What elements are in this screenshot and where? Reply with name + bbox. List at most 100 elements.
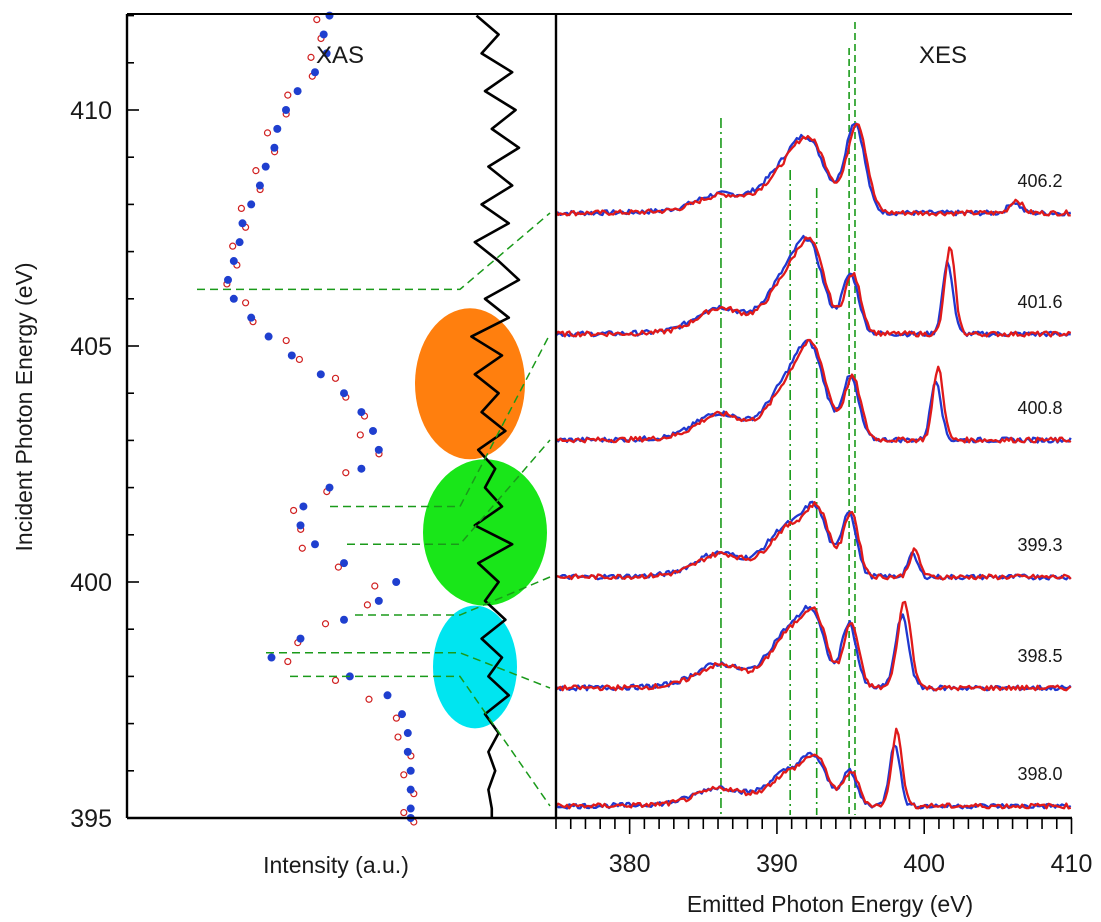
x-tick-label: 380 [609, 850, 651, 878]
axis-labels: XAS XES Incident Photon Energy (eV) Inte… [11, 42, 973, 917]
xas-open-point [298, 544, 306, 552]
xas-filled-point [406, 766, 415, 775]
spectrum-energy-label: 400.8 [1017, 398, 1062, 418]
x-axis-title-left: Intensity (a.u.) [263, 852, 409, 878]
xes-spectrum-blue [555, 234, 1071, 338]
xas-filled-point [319, 30, 328, 39]
xas-open-point [342, 469, 350, 477]
xas-open-point [400, 808, 408, 817]
xas-open-point [229, 242, 237, 250]
xas-filled-point [311, 68, 319, 77]
xas-filled-point [406, 785, 415, 794]
xas-filled-point [403, 729, 412, 738]
right-panel: 406.2 401.6 400.8 399.3 398.5 398.0 [554, 22, 1072, 815]
xas-filled-point [270, 143, 279, 152]
xes-label: XES [919, 42, 967, 69]
xas-filled-point [229, 294, 238, 303]
xas-filled-point [357, 464, 366, 473]
y-axis-title: Incident Photon Energy (eV) [11, 263, 37, 552]
xas-open-point [321, 620, 330, 628]
xas-open-point [282, 336, 290, 345]
xas-filled-point [261, 162, 270, 171]
region-ellipse-2 [433, 605, 517, 729]
region-ellipse-0 [415, 308, 525, 460]
xas-filled-point [311, 540, 319, 549]
xas-open-point [363, 601, 371, 609]
xas-filled-point [238, 219, 247, 228]
xas-filled-point [224, 275, 232, 284]
xas-open-point [284, 657, 292, 666]
xas-filled-point [392, 578, 401, 586]
plot-frame: 395 400 405 410 380 390 400 410 [70, 13, 1093, 878]
spectrum-energy-label: 401.6 [1017, 292, 1062, 312]
xas-label: XAS [316, 42, 364, 69]
xes-spectrum-blue [555, 338, 1072, 444]
left-panel [223, 11, 521, 826]
xas-filled-point [406, 804, 415, 813]
xes-spectrum-red [555, 727, 1072, 810]
xas-filled-point [340, 615, 348, 624]
xas-open-point [394, 733, 402, 741]
xas-filled-point [247, 313, 256, 322]
y-tick-label: 410 [70, 97, 112, 125]
xas-filled-point [287, 351, 296, 360]
xas-open-point [356, 431, 364, 439]
xas-filled-point [369, 426, 377, 435]
xas-filled-point [403, 747, 412, 756]
xas-filled-point [316, 370, 325, 379]
xas-open-point [331, 676, 340, 685]
x-axis-title-right: Emitted Photon Energy (eV) [687, 891, 973, 917]
xas-filled-point [357, 408, 366, 417]
xas-open-point [284, 91, 292, 99]
xas-filled-point [374, 596, 383, 605]
xas-filled-point [325, 483, 334, 492]
xes-spectrum-red [556, 501, 1072, 581]
xas-open-point [334, 563, 342, 571]
xas-open-point [365, 695, 373, 703]
xas-filled-point [267, 653, 276, 662]
xes-spectrum-blue [555, 122, 1072, 217]
x-tick-label: 400 [903, 850, 945, 878]
xas-open-point [307, 53, 315, 61]
energy-guide-line [355, 576, 551, 616]
xas-filled-point [273, 124, 282, 133]
xes-spectrum-red [555, 600, 1072, 692]
xas-open-point [263, 129, 272, 137]
xes-spectrum-blue [555, 604, 1072, 692]
xas-filled-point [383, 691, 392, 700]
xas-filled-point [340, 389, 348, 398]
xas-filled-point [299, 502, 308, 511]
x-tick-label: 390 [756, 850, 798, 878]
xas-open-point [237, 204, 245, 212]
xas-filled-point [229, 257, 238, 266]
xas-open-point [252, 167, 260, 175]
xes-spectrum-red [555, 338, 1072, 444]
xas-filled-point [296, 521, 305, 530]
xas-filled-point [235, 238, 244, 247]
spectrum-energy-label: 398.5 [1017, 646, 1062, 666]
xas-black-line [470, 14, 521, 818]
xes-spectrum-blue [555, 500, 1072, 581]
xas-filled-point [296, 634, 305, 643]
xas-open-point [242, 299, 250, 307]
energy-guide-line [330, 333, 551, 508]
xas-filled-point [293, 87, 302, 96]
xas-open-point [400, 771, 408, 779]
x-tick-label: 410 [1051, 850, 1093, 878]
y-tick-label: 400 [70, 569, 112, 597]
y-tick-label: 395 [70, 805, 112, 833]
xas-open-point [295, 355, 303, 364]
xas-open-point [371, 582, 379, 590]
region-ellipse-1 [423, 459, 547, 606]
y-tick-label: 405 [70, 333, 112, 361]
xas-open-point [392, 714, 400, 722]
xas-open-point [290, 506, 298, 515]
photon-energy-regions [415, 308, 547, 729]
xas-open-point [313, 16, 321, 24]
spectrum-energy-label: 399.3 [1017, 535, 1062, 555]
xes-spectrum-red [554, 122, 1071, 217]
spectrum-energy-label: 406.2 [1017, 171, 1062, 191]
energy-guide-line [197, 212, 551, 291]
xas-filled-point [398, 710, 406, 719]
